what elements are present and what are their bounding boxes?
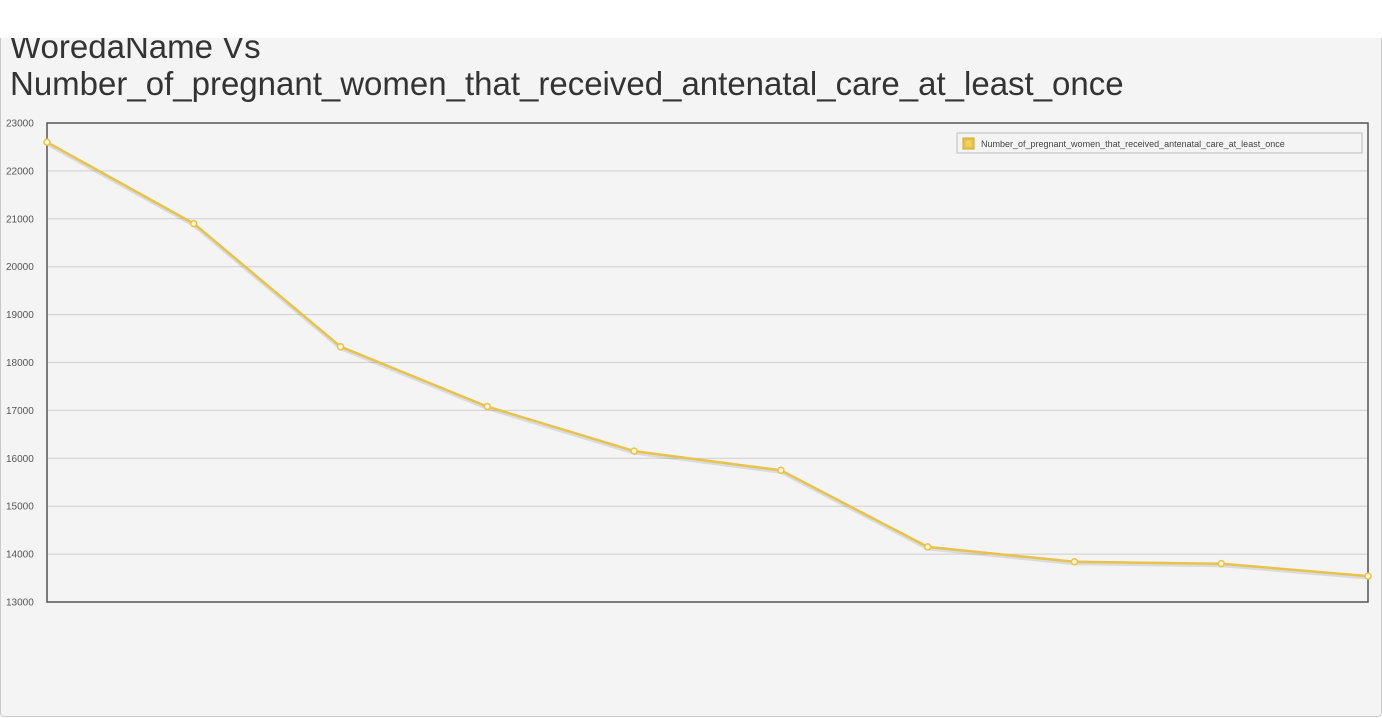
data-point-0[interactable] — [43, 138, 51, 146]
legend[interactable]: Number_of_pregnant_women_that_received_a… — [956, 132, 1363, 154]
y-tick-label: 14000 — [6, 550, 34, 561]
series-line-shadow — [46, 142, 1369, 580]
data-point-6[interactable] — [923, 543, 932, 551]
series-layer — [43, 138, 1372, 580]
y-tick-label: 17000 — [6, 406, 34, 417]
data-point-7[interactable] — [1070, 558, 1079, 566]
y-tick-label: 16000 — [6, 454, 34, 465]
data-point-1[interactable] — [190, 219, 198, 228]
series-line-0 — [46, 141, 1369, 578]
y-tick-label: 22000 — [6, 166, 34, 177]
data-point-2[interactable] — [336, 342, 345, 351]
legend-box — [956, 132, 1363, 154]
legend-label: Number_of_pregnant_women_that_received_a… — [981, 139, 1285, 149]
y-tick-label: 20000 — [6, 262, 34, 273]
data-point-4[interactable] — [630, 447, 638, 455]
chart-title-line-2: Number_of_pregnant_women_that_received_a… — [10, 65, 1124, 102]
data-point-8[interactable] — [1217, 559, 1225, 568]
y-tick-label: 18000 — [6, 358, 34, 369]
data-point-9[interactable] — [1364, 572, 1372, 580]
y-tick-label: 23000 — [6, 119, 34, 130]
plot-area-frame — [46, 122, 1369, 603]
y-tick-label: 15000 — [6, 502, 34, 513]
line-chart: 13000 14000 15000 16000 17000 18000 19000 20000… — [6, 119, 1372, 609]
chart-title: WoredaName Vs Number_of_pregnant_women_t… — [10, 38, 1124, 102]
y-axis-tick-labels: 13000 14000 15000 16000 17000 18000 19000 20000… — [6, 119, 34, 609]
y-tick-label: 19000 — [6, 310, 34, 321]
gridlines — [47, 170, 1368, 555]
chart-title-line-1: WoredaName Vs — [10, 38, 261, 65]
legend-swatch-inner — [965, 140, 972, 147]
y-tick-label: 13000 — [6, 598, 34, 609]
chart-panel: WoredaName Vs Number_of_pregnant_women_t… — [0, 38, 1382, 717]
data-point-5[interactable] — [777, 466, 785, 475]
data-point-3[interactable] — [483, 402, 492, 411]
y-tick-label: 21000 — [6, 214, 34, 225]
